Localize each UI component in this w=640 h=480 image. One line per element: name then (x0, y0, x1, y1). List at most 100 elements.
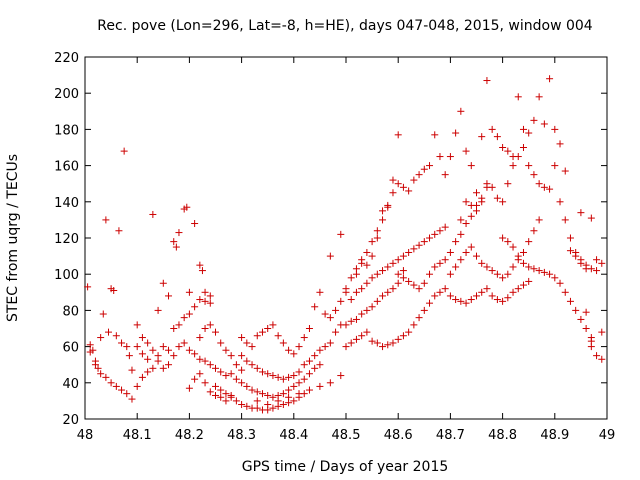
data-point (420, 279, 428, 287)
data-point (509, 162, 517, 170)
data-point (368, 337, 376, 345)
data-point (399, 267, 407, 275)
data-point (138, 334, 146, 342)
data-point (389, 189, 397, 197)
data-point (467, 212, 475, 220)
data-point (358, 332, 366, 340)
y-tick-label: 180 (54, 123, 79, 138)
data-point (405, 187, 413, 195)
data-point (295, 390, 303, 398)
data-point (253, 388, 261, 396)
data-point (97, 334, 105, 342)
data-point (394, 335, 402, 343)
data-point (300, 334, 308, 342)
data-point (358, 310, 366, 318)
data-point (514, 285, 522, 293)
data-point (399, 183, 407, 191)
data-point (556, 198, 564, 206)
data-point (530, 227, 538, 235)
y-axis-ticks: 20 40 60 80 100 120 140 160 180 200 220 (54, 51, 607, 428)
data-point (394, 256, 402, 264)
data-point (285, 393, 293, 401)
data-point (519, 259, 527, 267)
data-point (514, 252, 522, 260)
data-point (295, 379, 303, 387)
data-point (441, 223, 449, 231)
data-point (183, 203, 191, 211)
data-point (457, 216, 465, 224)
data-point (175, 229, 183, 237)
data-point (525, 238, 533, 246)
data-point (399, 274, 407, 282)
data-point (269, 393, 277, 401)
data-point (332, 328, 340, 336)
data-point (258, 368, 266, 376)
data-point (561, 216, 569, 224)
x-tick-label: 48.2 (175, 428, 204, 443)
data-point (91, 357, 99, 365)
data-point (410, 281, 418, 289)
data-point (420, 306, 428, 314)
data-point (133, 321, 141, 329)
data-point (509, 243, 517, 251)
data-point (514, 153, 522, 161)
data-point (446, 292, 454, 300)
data-point (415, 285, 423, 293)
data-point (212, 391, 219, 399)
data-point (264, 391, 272, 399)
data-point (115, 227, 123, 235)
data-point (358, 259, 366, 267)
data-point (556, 279, 564, 287)
data-point (191, 303, 199, 311)
data-point (368, 303, 376, 311)
data-point (165, 361, 173, 369)
data-point (530, 171, 538, 179)
data-point (582, 325, 590, 332)
data-point (201, 325, 209, 332)
data-point (467, 296, 475, 304)
data-point (347, 296, 355, 304)
data-point (561, 288, 569, 296)
data-point (593, 352, 601, 360)
data-point (452, 129, 460, 137)
data-point (546, 270, 554, 278)
data-point (104, 328, 112, 336)
data-point (149, 346, 157, 354)
data-point (389, 259, 397, 267)
data-point (269, 321, 277, 329)
data-point (159, 343, 167, 351)
data-point (332, 306, 340, 314)
y-tick-label: 160 (54, 160, 79, 175)
data-point (102, 373, 110, 381)
x-axis-label: GPS time / Days of year 2015 (242, 459, 449, 475)
data-point (206, 321, 214, 329)
data-point (561, 167, 569, 175)
data-point (102, 216, 110, 224)
data-point (305, 325, 313, 332)
data-point (138, 350, 146, 358)
data-point (535, 216, 543, 224)
data-point (217, 393, 225, 401)
data-point (295, 368, 303, 376)
data-point (478, 198, 486, 206)
data-point (373, 270, 381, 278)
data-point (238, 401, 246, 409)
data-point (133, 343, 141, 351)
data-point (493, 133, 501, 141)
data-point (274, 373, 282, 381)
data-point (363, 279, 371, 287)
data-point (170, 325, 178, 332)
data-point (258, 328, 266, 336)
data-point (540, 268, 548, 276)
x-tick-label: 48.8 (488, 428, 517, 443)
data-point (535, 180, 543, 188)
data-point (154, 306, 162, 314)
data-point (300, 375, 308, 383)
data-point (462, 220, 470, 228)
data-point (473, 252, 480, 260)
data-point (285, 386, 293, 394)
data-point (175, 343, 183, 351)
data-point (154, 357, 162, 365)
data-point (118, 339, 126, 347)
